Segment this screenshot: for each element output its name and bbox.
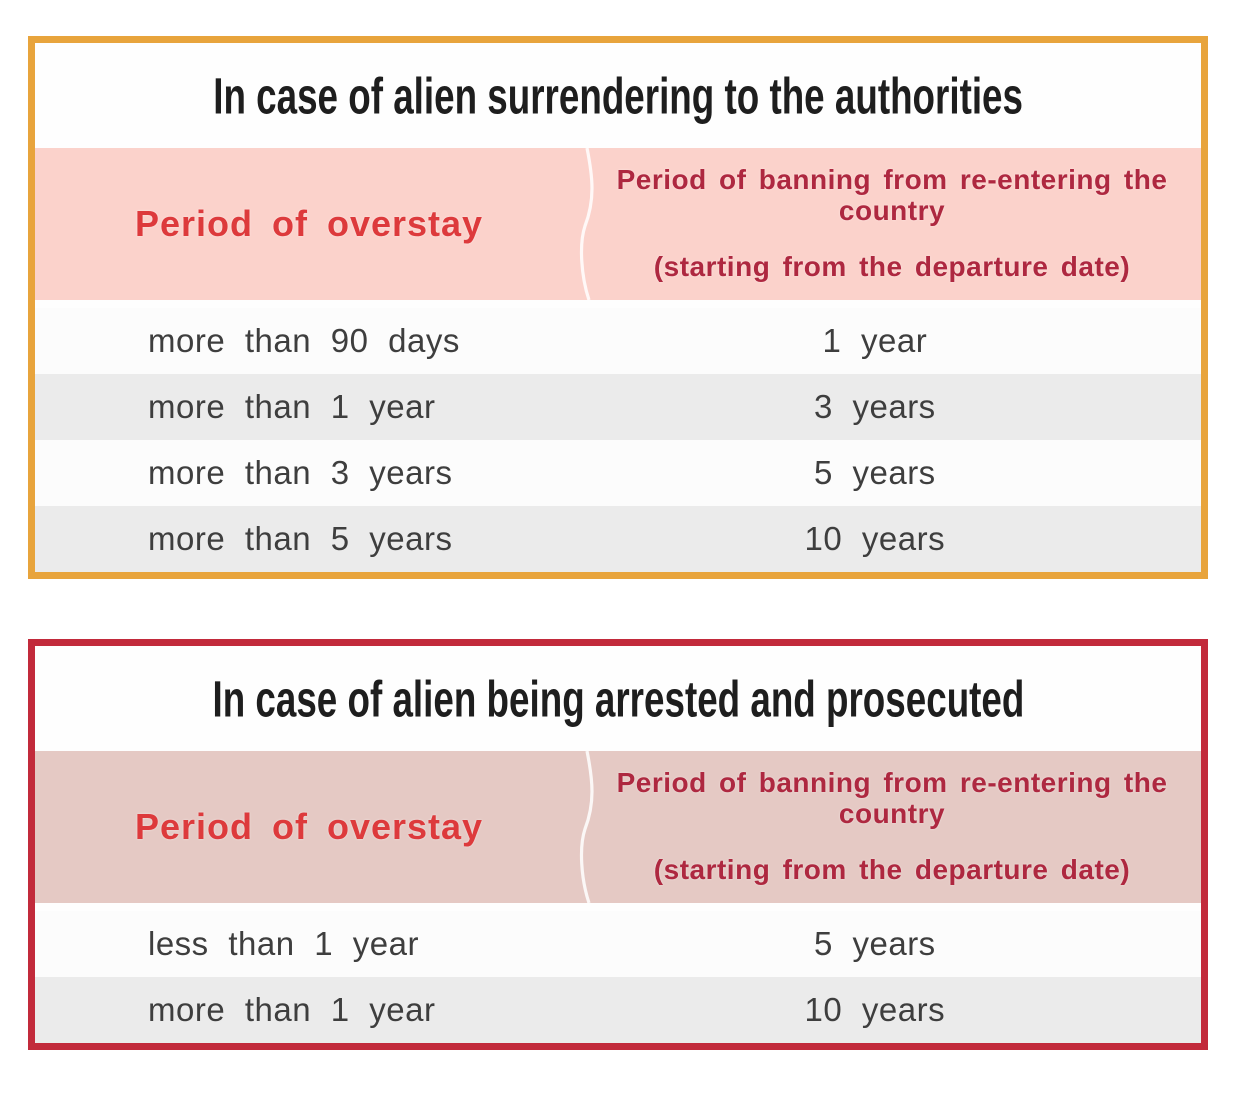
header-cell-ban-period: Period of banning from re-entering the c… xyxy=(583,148,1201,300)
overstay-cell: more than 90 days xyxy=(148,322,460,359)
header-cell-ban-period: Period of banning from re-entering the c… xyxy=(583,751,1201,903)
arrested-table-title-band: In case of alien being arrested and pros… xyxy=(35,646,1201,751)
ban-cell: 10 years xyxy=(804,520,946,557)
ban-cell: 5 years xyxy=(813,925,936,962)
ban-period-label-line2: (starting from the departure date) xyxy=(653,251,1131,283)
ban-period-label-line1: Period of banning from re-entering the c… xyxy=(616,766,1168,829)
table-row: more than 3 years 5 years xyxy=(35,440,1201,506)
surrender-table-title: In case of alien surrendering to the aut… xyxy=(213,66,1023,125)
period-of-overstay-label: Period of overstay xyxy=(134,203,484,244)
ban-cell: 3 years xyxy=(813,388,936,425)
surrender-table-header-row: Period of overstay Period of banning fro… xyxy=(35,148,1201,300)
arrested-table-header-row: Period of overstay Period of banning fro… xyxy=(35,751,1201,903)
overstay-cell: more than 5 years xyxy=(148,520,453,557)
arrested-table-title: In case of alien being arrested and pros… xyxy=(212,669,1024,728)
period-of-overstay-label: Period of overstay xyxy=(134,806,484,847)
table-row: less than 1 year 5 years xyxy=(35,911,1201,977)
arrested-table-rows: less than 1 year 5 years more than 1 yea… xyxy=(35,911,1201,1043)
table-row: more than 1 year 10 years xyxy=(35,977,1201,1043)
overstay-cell: less than 1 year xyxy=(148,925,419,962)
arrested-penalty-table: In case of alien being arrested and pros… xyxy=(28,639,1208,1050)
ban-cell: 10 years xyxy=(804,991,946,1028)
overstay-cell: more than 1 year xyxy=(148,991,436,1028)
ban-cell: 5 years xyxy=(813,454,936,491)
ban-cell: 1 year xyxy=(822,322,928,359)
table-row: more than 1 year 3 years xyxy=(35,374,1201,440)
header-cell-period-of-overstay: Period of overstay xyxy=(35,148,583,300)
ban-period-label-line1: Period of banning from re-entering the c… xyxy=(616,163,1168,226)
header-cell-period-of-overstay: Period of overstay xyxy=(35,751,583,903)
table-row: more than 5 years 10 years xyxy=(35,506,1201,572)
surrender-table-rows: more than 90 days 1 year more than 1 yea… xyxy=(35,308,1201,572)
overstay-cell: more than 3 years xyxy=(148,454,453,491)
surrender-penalty-table: In case of alien surrendering to the aut… xyxy=(28,36,1208,579)
ban-period-label-line2: (starting from the departure date) xyxy=(653,854,1131,886)
table-row: more than 90 days 1 year xyxy=(35,308,1201,374)
surrender-table-title-band: In case of alien surrendering to the aut… xyxy=(35,43,1201,148)
overstay-cell: more than 1 year xyxy=(148,388,436,425)
